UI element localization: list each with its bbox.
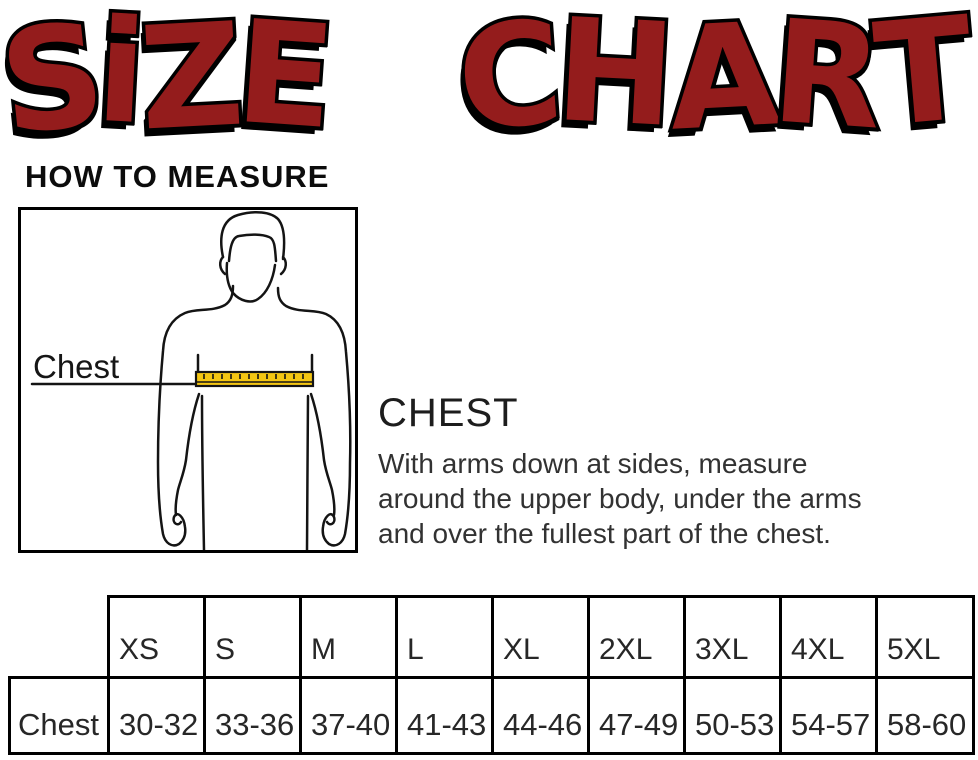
right-inner-arm-line	[309, 392, 336, 517]
face-outline	[225, 261, 277, 303]
head-hair-outline	[220, 210, 286, 261]
right-arm-outline	[276, 286, 352, 547]
right-ear	[279, 255, 287, 276]
left-torso-line	[200, 394, 206, 550]
right-torso-line	[305, 394, 310, 550]
title-letter: C	[449, 0, 571, 166]
how-to-measure-heading: HOW TO MEASURE	[25, 159, 330, 194]
left-ear	[219, 255, 227, 276]
chest-range-cell: 50-53	[683, 676, 782, 755]
size-column-header: M	[299, 595, 398, 679]
size-column-header: 5XL	[875, 595, 975, 679]
left-inner-arm-line	[174, 392, 201, 517]
title-letter: T	[865, 0, 978, 162]
size-column-header: XS	[107, 595, 206, 679]
diagram-chest-label: Chest	[33, 348, 119, 385]
chest-range-cell: 47-49	[587, 676, 686, 755]
chest-tape-ticks	[203, 374, 304, 379]
chest-range-cell: 37-40	[299, 676, 398, 755]
hairline	[227, 233, 278, 263]
chest-range-cell: 30-32	[107, 676, 206, 755]
measurement-diagram: Chest	[18, 207, 358, 553]
title-letter: R	[764, 0, 892, 165]
left-arm-outline	[156, 284, 235, 547]
chest-range-cell: 58-60	[875, 676, 975, 755]
size-column-header: XL	[491, 595, 590, 679]
title-letter: H	[548, 0, 682, 162]
title-letter: E	[228, 0, 343, 165]
size-header-row: XS S M L XL 2XL 3XL 4XL 5XL	[10, 595, 975, 679]
size-column-header: 2XL	[587, 595, 686, 679]
chest-range-cell: 54-57	[779, 676, 878, 755]
title-letter: Z	[132, 0, 250, 166]
chest-range-cell: 41-43	[395, 676, 494, 755]
title-letter: A	[661, 0, 786, 166]
chest-range-cell: 33-36	[203, 676, 302, 755]
chest-measurement-row: Chest 30-32 33-36 37-40 41-43 44-46 47-4…	[8, 676, 975, 755]
chest-section: CHEST With arms down at sides, measure a…	[378, 392, 938, 551]
body-outline-figure: Chest	[30, 210, 352, 550]
size-column-header: S	[203, 595, 302, 679]
chest-section-heading: CHEST	[378, 391, 519, 435]
chest-range-cell: 44-46	[491, 676, 590, 755]
size-column-header: 4XL	[779, 595, 878, 679]
chest-row-label: Chest	[8, 676, 110, 755]
blank-corner-cell	[10, 597, 109, 678]
chest-section-description: With arms down at sides, measure around …	[378, 448, 862, 549]
size-column-header: 3XL	[683, 595, 782, 679]
size-table: XS S M L XL 2XL 3XL 4XL 5XL Chest 30-32 …	[8, 595, 975, 755]
size-column-header: L	[395, 595, 494, 679]
